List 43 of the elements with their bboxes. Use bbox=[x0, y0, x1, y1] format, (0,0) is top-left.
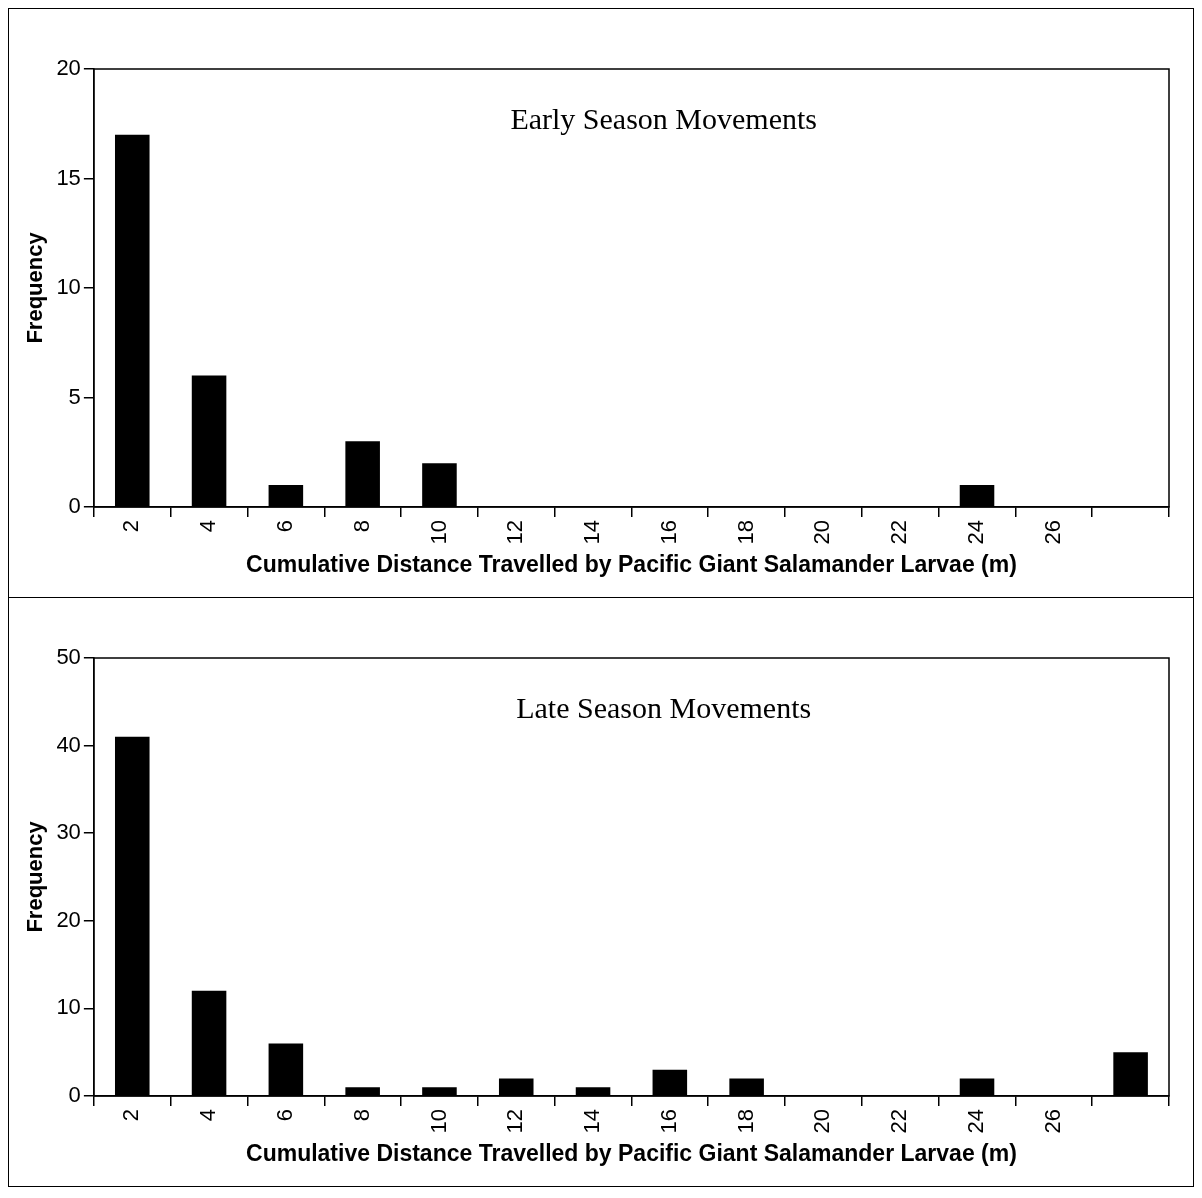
x-axis-title: Cumulative Distance Travelled by Pacific Giant Salamander Larvae (m) bbox=[246, 1139, 1017, 1166]
text: Late Season Movements bbox=[516, 690, 812, 724]
x-tick-label: 14 bbox=[579, 519, 605, 545]
x-tick-label: 2 bbox=[118, 1108, 144, 1121]
y-tick-label: 50 bbox=[56, 643, 81, 669]
x-tick-label: 6 bbox=[271, 519, 297, 533]
text: Early Season Movements bbox=[510, 101, 817, 135]
y-tick-label: 30 bbox=[56, 818, 81, 844]
x-tick-label: 26 bbox=[1039, 1108, 1065, 1133]
y-tick-label: 15 bbox=[56, 164, 81, 190]
x-tick-label: 20 bbox=[809, 1108, 835, 1133]
x-tick-label: 12 bbox=[502, 1108, 528, 1133]
x-tick-label: 4 bbox=[195, 519, 221, 533]
y-tick-label: 40 bbox=[56, 731, 81, 757]
y-tick-label: 20 bbox=[56, 55, 81, 81]
y-tick-label: 10 bbox=[56, 993, 81, 1019]
x-tick-label: 24 bbox=[963, 519, 989, 545]
x-tick-label: 8 bbox=[348, 519, 374, 533]
x-tick-label: 18 bbox=[732, 1108, 758, 1133]
x-tick-label: 20 bbox=[809, 519, 835, 545]
y-tick-label: 0 bbox=[68, 1081, 81, 1107]
y-tick-label: 20 bbox=[56, 906, 81, 932]
x-tick-label: 16 bbox=[655, 1108, 681, 1133]
x-tick-label: 22 bbox=[886, 519, 912, 545]
x-tick-label: 2 bbox=[118, 519, 144, 533]
x-tick-label: 24 bbox=[963, 1108, 989, 1133]
x-tick-label: 10 bbox=[425, 1108, 451, 1133]
x-tick-label: 22 bbox=[886, 1108, 912, 1133]
y-axis-title: Frequency bbox=[22, 820, 48, 933]
y-axis-title: Frequency bbox=[22, 231, 48, 344]
x-tick-label: 6 bbox=[271, 1108, 297, 1121]
x-tick-label: 14 bbox=[579, 1108, 605, 1133]
x-tick-label: 8 bbox=[348, 1108, 374, 1121]
y-tick-label: 10 bbox=[56, 274, 81, 300]
x-axis-title: Cumulative Distance Travelled by Pacific Giant Salamander Larvae (m) bbox=[246, 550, 1017, 577]
x-tick-label: 12 bbox=[502, 519, 528, 545]
x-tick-label: 4 bbox=[195, 1108, 221, 1121]
x-tick-label: 16 bbox=[655, 519, 681, 545]
y-tick-label: 5 bbox=[68, 383, 81, 409]
x-tick-label: 26 bbox=[1039, 519, 1065, 545]
y-tick-label: 0 bbox=[68, 492, 81, 518]
x-tick-label: 18 bbox=[732, 519, 758, 545]
x-tick-label: 10 bbox=[425, 519, 451, 545]
